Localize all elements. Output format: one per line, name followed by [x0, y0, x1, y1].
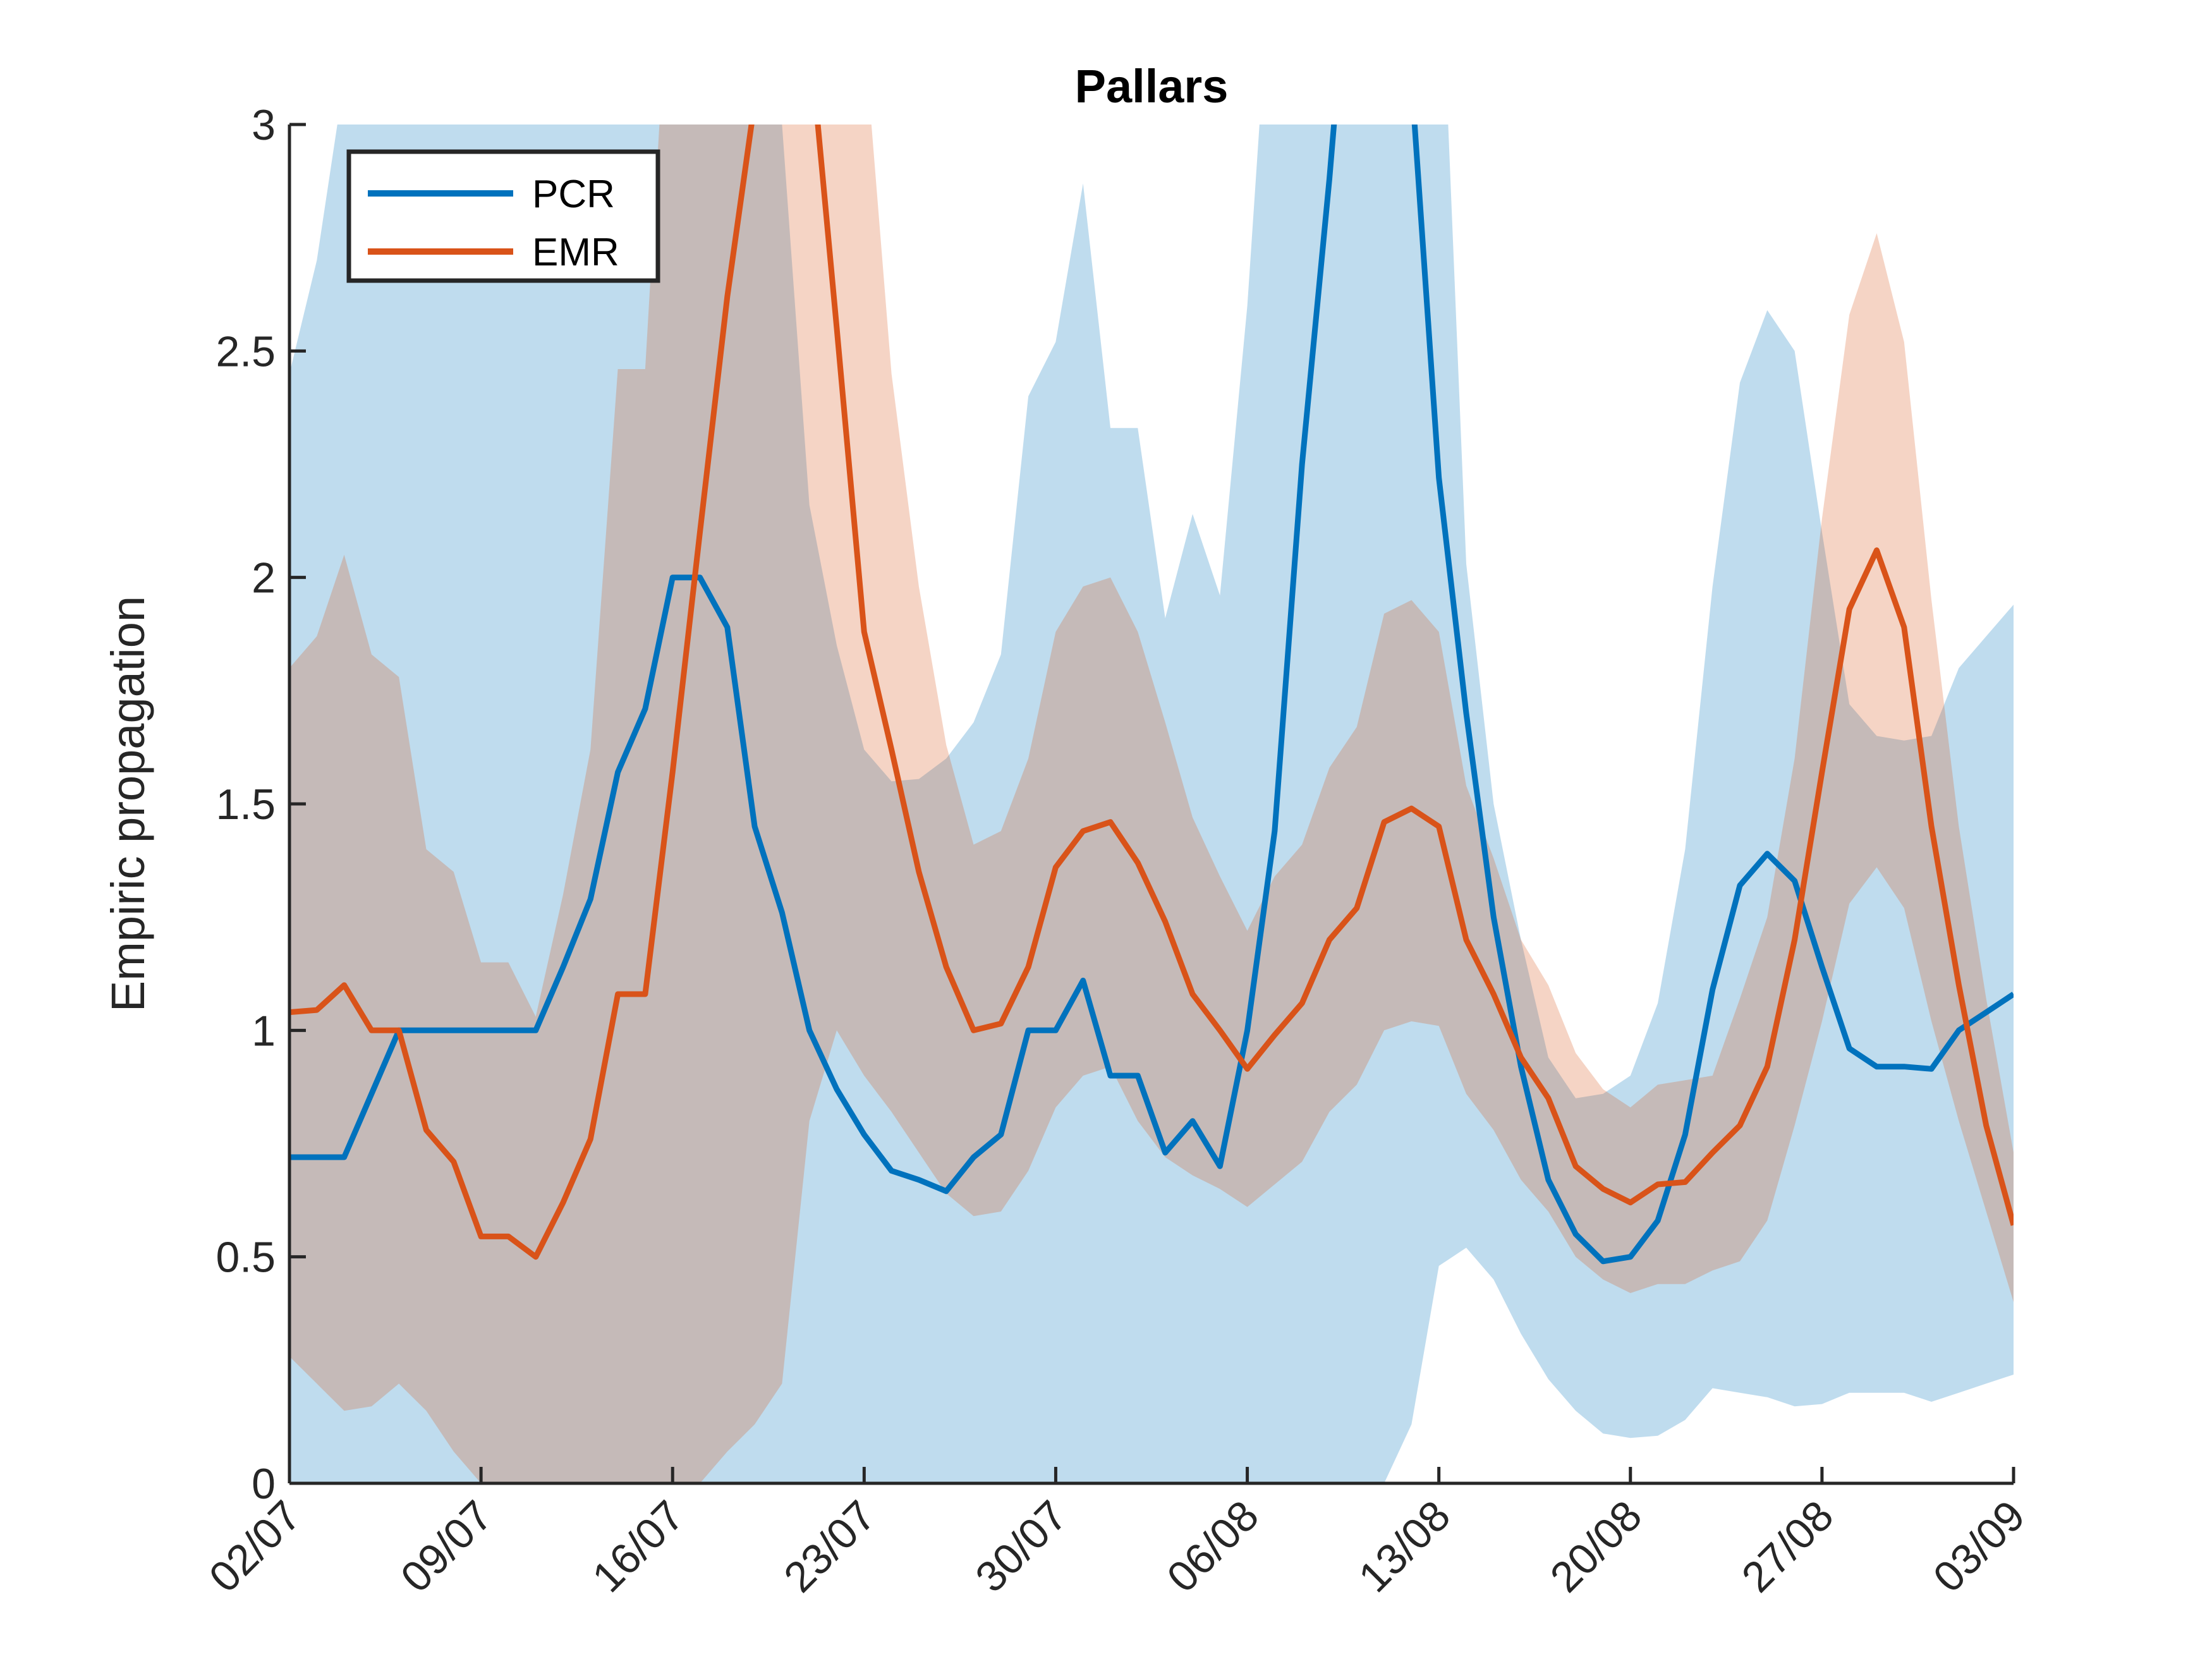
lines	[289, 125, 2014, 1265]
legend: PCR EMR	[346, 149, 660, 283]
x-tick-label: 23/07	[775, 1492, 885, 1601]
x-tick-label: 30/07	[966, 1492, 1076, 1601]
chart-title: Pallars	[1075, 60, 1229, 112]
series-line	[289, 125, 2014, 1265]
y-tick-label: 1	[252, 1007, 276, 1055]
x-tick-label: 20/08	[1541, 1492, 1651, 1601]
x-tick-label: 06/08	[1158, 1492, 1268, 1601]
legend-box	[346, 149, 660, 283]
x-tick-label: 27/08	[1732, 1492, 1842, 1601]
y-tick-label: 0	[252, 1460, 276, 1508]
bands	[289, 125, 2014, 1483]
y-tick-label: 3	[252, 101, 276, 149]
x-tick-label: 16/07	[583, 1492, 693, 1601]
series-line	[289, 125, 2014, 1260]
confidence-band	[289, 125, 2014, 1483]
y-tick-label: 0.5	[216, 1234, 276, 1282]
x-tick-label: 09/07	[392, 1492, 502, 1601]
x-tick-label: 03/09	[1924, 1492, 2034, 1601]
legend-label: PCR	[532, 173, 615, 216]
y-tick-label: 1.5	[216, 781, 276, 829]
confidence-band	[289, 125, 2014, 1483]
y-tick-label: 2	[252, 554, 276, 602]
y-tick-label: 2.5	[216, 327, 276, 375]
legend-label: EMR	[532, 231, 619, 274]
y-axis-label: Empiric propagation	[102, 596, 154, 1012]
x-tick-label: 13/08	[1349, 1492, 1459, 1601]
